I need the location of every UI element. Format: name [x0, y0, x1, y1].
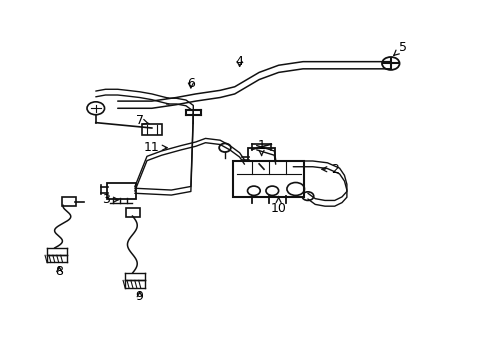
Text: 2: 2 [321, 163, 338, 176]
Text: 7: 7 [135, 114, 149, 127]
Text: 6: 6 [186, 77, 194, 90]
Text: 8: 8 [55, 265, 63, 278]
FancyBboxPatch shape [62, 197, 76, 206]
Text: 1: 1 [257, 139, 265, 156]
FancyBboxPatch shape [126, 208, 140, 217]
FancyBboxPatch shape [106, 183, 136, 199]
FancyBboxPatch shape [233, 161, 304, 197]
Text: 9: 9 [136, 290, 143, 303]
Text: 4: 4 [235, 55, 243, 68]
Text: 3: 3 [102, 193, 118, 206]
FancyBboxPatch shape [247, 148, 275, 165]
Text: 11: 11 [143, 141, 167, 154]
Text: 10: 10 [270, 197, 286, 215]
Text: 5: 5 [393, 41, 406, 55]
FancyBboxPatch shape [142, 125, 161, 135]
